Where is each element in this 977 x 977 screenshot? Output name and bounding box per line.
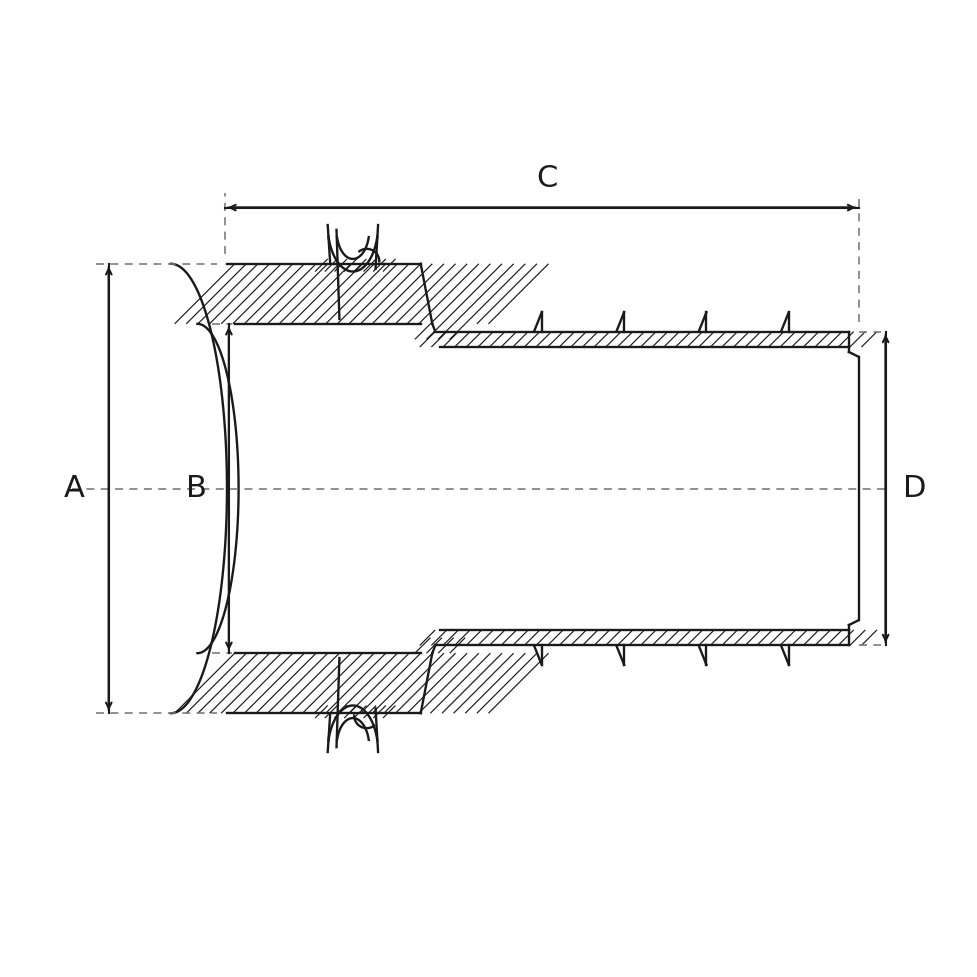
- Text: B: B: [186, 474, 206, 503]
- Text: D: D: [903, 474, 926, 503]
- Text: C: C: [536, 164, 557, 193]
- Text: A: A: [64, 474, 84, 503]
